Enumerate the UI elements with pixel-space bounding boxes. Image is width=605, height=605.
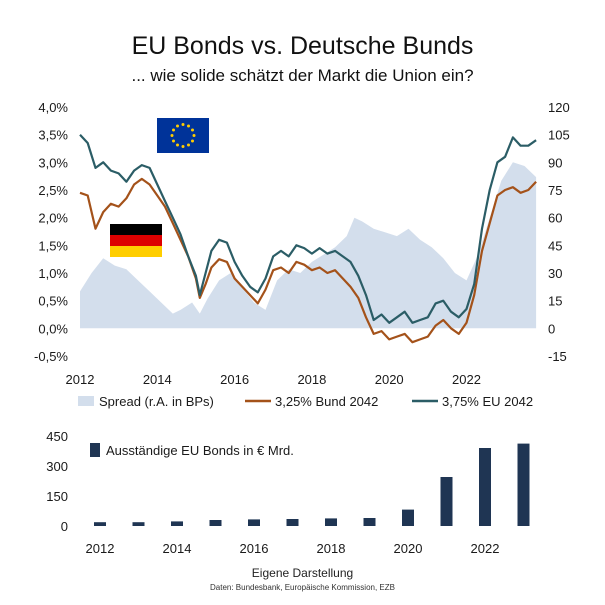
bar-x-tick-label: 2012 bbox=[86, 541, 115, 556]
y-right-tick-label: 45 bbox=[548, 238, 562, 253]
bund-2042-line bbox=[79, 177, 537, 344]
y-left-tick-label: 3,0% bbox=[38, 155, 68, 170]
outstanding-bar bbox=[94, 522, 106, 526]
bar-y-tick-label: 150 bbox=[46, 489, 68, 504]
bar-x-tick-label: 2018 bbox=[317, 541, 346, 556]
bar-y-tick-label: 0 bbox=[61, 519, 68, 534]
eu-flag-star bbox=[187, 143, 190, 147]
x-tick-label: 2018 bbox=[297, 372, 326, 387]
y-right-tick-label: 105 bbox=[548, 128, 570, 143]
y-right-tick-label: 0 bbox=[548, 321, 555, 336]
line-chart-legend: Spread (r.A. in BPs) 3,25% Bund 2042 3,75%… bbox=[78, 394, 533, 409]
outstanding-bar bbox=[440, 477, 453, 526]
y-left-tick-label: 4,0% bbox=[38, 100, 68, 115]
legend-swatch-outstanding bbox=[90, 443, 100, 457]
eu-flag-star bbox=[191, 139, 194, 143]
legend-label-eu: 3,75% EU 2042 bbox=[442, 394, 533, 409]
line-chart: 4,0% 3,5% 3,0% 2,5% 2,0% 1,5% 1,0% 0,5% 0,0% -0,5… bbox=[34, 100, 570, 409]
eu-flag-star bbox=[176, 143, 179, 147]
x-tick-label: 2014 bbox=[143, 372, 172, 387]
legend-label-bund: 3,25% Bund 2042 bbox=[275, 394, 378, 409]
y-left-tick-label: -0,5% bbox=[34, 349, 68, 364]
eu-flag-star bbox=[172, 128, 175, 132]
y-left-tick-label: 1,0% bbox=[38, 266, 68, 281]
german-flag-black bbox=[110, 224, 162, 235]
y-left-tick-label: 3,5% bbox=[38, 128, 68, 143]
chart-subtitle: ... wie solide schätzt der Markt die Uni… bbox=[131, 66, 474, 85]
eu-flag-icon bbox=[157, 118, 209, 153]
outstanding-bar bbox=[325, 518, 337, 526]
x-tick-label: 2012 bbox=[66, 372, 95, 387]
y-right-tick-label: 30 bbox=[548, 266, 562, 281]
eu-flag-star bbox=[181, 145, 185, 148]
eu-flag-star bbox=[181, 123, 185, 126]
y-right-tick-label: -15 bbox=[548, 349, 567, 364]
german-flag-red bbox=[110, 235, 162, 246]
y-left-tick-label: 1,5% bbox=[38, 238, 68, 253]
y-right-tick-label: 75 bbox=[548, 183, 562, 198]
legend-swatch-spread bbox=[78, 396, 94, 406]
eu-flag-star bbox=[172, 139, 175, 143]
bar-chart: 450 300 150 0 2012 2014 2016 2018 2020 2022 Ausstä… bbox=[46, 429, 530, 556]
outstanding-bar bbox=[286, 519, 299, 526]
spread-area bbox=[80, 162, 537, 329]
y-right-tick-label: 90 bbox=[548, 155, 562, 170]
x-tick-label: 2022 bbox=[452, 372, 481, 387]
x-tick-label: 2020 bbox=[375, 372, 404, 387]
y-left-tick-label: 2,5% bbox=[38, 183, 68, 198]
bar-x-tick-label: 2016 bbox=[240, 541, 269, 556]
eu-flag-star bbox=[192, 134, 196, 137]
bar-x-tick-label: 2014 bbox=[163, 541, 192, 556]
y-right-tick-label: 60 bbox=[548, 211, 562, 226]
eu-2042-line bbox=[79, 133, 537, 324]
y-right-tick-label: 15 bbox=[548, 294, 562, 309]
legend-label-outstanding: Ausständige EU Bonds in € Mrd. bbox=[106, 443, 294, 458]
bar-y-tick-label: 300 bbox=[46, 459, 68, 474]
eu-flag-star bbox=[187, 124, 190, 128]
source-note: Daten: Bundesbank, Europäische Kommissio… bbox=[210, 583, 395, 592]
y-left-tick-label: 2,0% bbox=[38, 211, 68, 226]
german-flag-icon bbox=[110, 224, 162, 257]
credit-note: Eigene Darstellung bbox=[251, 566, 354, 580]
chart-title: EU Bonds vs. Deutsche Bunds bbox=[131, 32, 474, 60]
outstanding-bar bbox=[248, 519, 260, 526]
x-tick-label: 2016 bbox=[220, 372, 249, 387]
outstanding-bar bbox=[363, 518, 376, 526]
outstanding-bar bbox=[171, 521, 183, 526]
outstanding-bar bbox=[402, 509, 414, 526]
eu-flag-star bbox=[191, 128, 194, 132]
legend-label-spread: Spread (r.A. in BPs) bbox=[99, 394, 214, 409]
outstanding-bar bbox=[209, 520, 222, 526]
y-right-tick-label: 120 bbox=[548, 100, 570, 115]
bar-x-tick-label: 2022 bbox=[471, 541, 500, 556]
outstanding-bar bbox=[479, 448, 491, 526]
outstanding-bar bbox=[517, 443, 530, 526]
german-flag-gold bbox=[110, 246, 162, 257]
bar-y-tick-label: 450 bbox=[46, 429, 68, 444]
eu-flag-star bbox=[176, 124, 179, 128]
outstanding-bar bbox=[132, 522, 145, 526]
bar-x-tick-label: 2020 bbox=[394, 541, 423, 556]
y-left-tick-label: 0,0% bbox=[38, 321, 68, 336]
y-left-tick-label: 0,5% bbox=[38, 294, 68, 309]
eu-flag-star bbox=[170, 134, 174, 137]
